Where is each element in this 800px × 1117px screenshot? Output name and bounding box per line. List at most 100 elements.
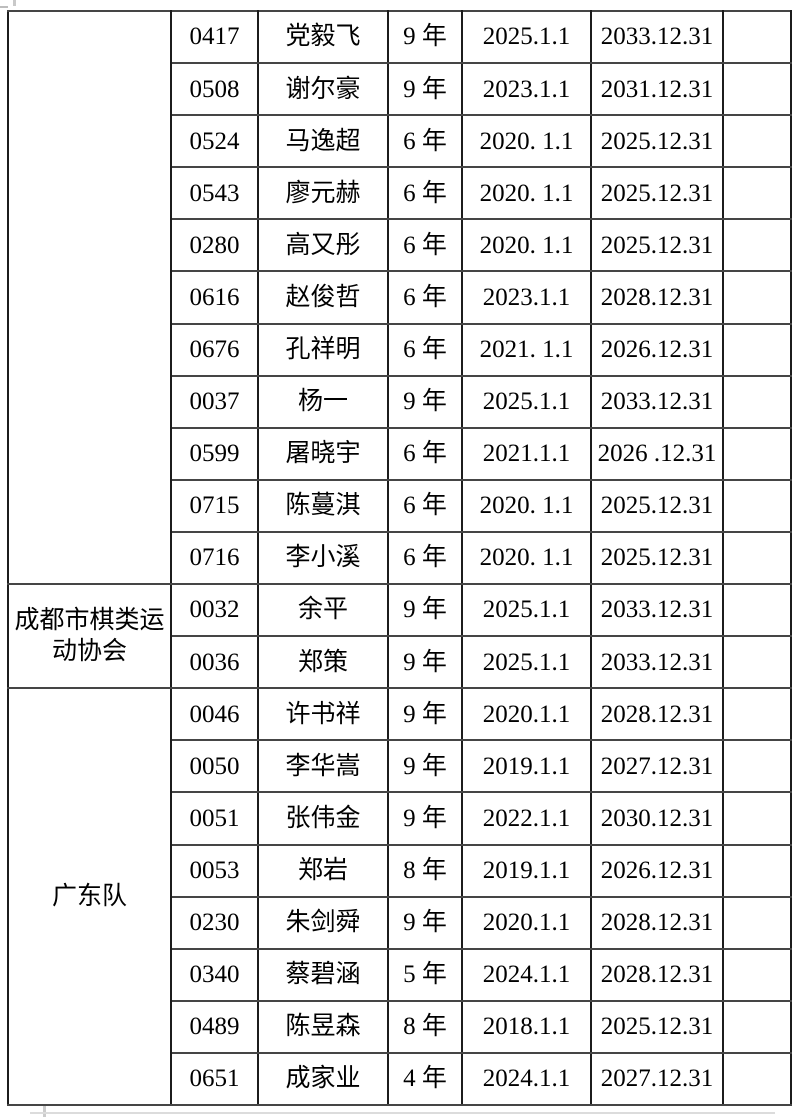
member-name-cell: 余平: [257, 583, 389, 638]
member-name-cell: 谢尔豪: [257, 62, 389, 117]
member-name-cell: 张伟金: [257, 791, 389, 846]
table-row: 0676 孔祥明 6 年 2021. 1.1 2026.12.31: [8, 322, 792, 377]
remark-cell-empty: [722, 9, 792, 65]
remark-cell-empty: [722, 999, 792, 1054]
registration-years-cell: 4 年: [387, 1051, 463, 1107]
member-name-cell: 陈蔓淇: [257, 478, 389, 533]
member-name-cell: 党毅飞: [257, 9, 389, 65]
table-row: 0051 张伟金 9 年 2022.1.1 2030.12.31: [8, 791, 792, 846]
end-date-cell: 2033.12.31: [590, 635, 724, 690]
end-date-cell: 2033.12.31: [590, 374, 724, 429]
member-name-cell: 杨一: [257, 374, 389, 429]
start-date-cell: 2018.1.1: [461, 999, 592, 1054]
member-id-cell: 0051: [170, 791, 259, 846]
table-row: 0340 蔡碧涵 5 年 2024.1.1 2028.12.31: [8, 947, 792, 1002]
registration-years-cell: 9 年: [387, 62, 463, 117]
remark-cell-empty: [722, 791, 792, 846]
member-id-cell: 0037: [170, 374, 259, 429]
remark-cell-empty: [722, 426, 792, 481]
member-name-cell: 马逸超: [257, 114, 389, 169]
end-date-cell: 2025.12.31: [590, 218, 724, 273]
registration-years-cell: 8 年: [387, 999, 463, 1054]
end-date-cell: 2028.12.31: [590, 270, 724, 325]
member-name-cell: 孔祥明: [257, 322, 389, 377]
table-row: 0037 杨一 9 年 2025.1.1 2033.12.31: [8, 374, 792, 429]
start-date-cell: 2021. 1.1: [461, 322, 592, 377]
end-date-cell: 2025.12.31: [590, 166, 724, 221]
member-name-cell: 蔡碧涵: [257, 947, 389, 1002]
end-date-cell: 2028.12.31: [590, 895, 724, 950]
registration-table-body: 0417 党毅飞 9 年 2025.1.1 2033.12.31 0508 谢尔豪 9 年 20…: [7, 9, 792, 1107]
member-name-cell: 成家业: [257, 1051, 389, 1107]
end-date-cell: 2030.12.31: [590, 791, 724, 846]
remark-cell-empty: [722, 583, 792, 638]
table-row: 0716 李小溪 6 年 2020. 1.1 2025.12.31: [8, 530, 792, 586]
remark-cell-empty: [722, 1051, 792, 1107]
end-date-cell: 2025.12.31: [590, 478, 724, 533]
organization-cell: 成都市棋类运动协会: [7, 583, 172, 690]
member-id-cell: 0340: [170, 947, 259, 1002]
page-scan-artifact-top-left-stub: [0, 6, 8, 8]
remark-cell-empty: [722, 895, 792, 950]
member-name-cell: 李华嵩: [257, 739, 389, 794]
start-date-cell: 2022.1.1: [461, 791, 592, 846]
start-date-cell: 2019.1.1: [461, 739, 592, 794]
start-date-cell: 2020. 1.1: [461, 114, 592, 169]
member-id-cell: 0508: [170, 62, 259, 117]
member-id-cell: 0032: [170, 583, 259, 638]
member-id-cell: 0716: [170, 530, 259, 586]
start-date-cell: 2025.1.1: [461, 9, 592, 65]
registration-years-cell: 6 年: [387, 530, 463, 586]
start-date-cell: 2024.1.1: [461, 1051, 592, 1107]
start-date-cell: 2025.1.1: [461, 583, 592, 638]
registration-years-cell: 8 年: [387, 843, 463, 898]
table-row: 0053 郑岩 8 年 2019.1.1 2026.12.31: [8, 843, 792, 898]
registration-years-cell: 6 年: [387, 270, 463, 325]
page-scan-artifact-bottom-tick: [43, 1106, 46, 1117]
page-scan-artifact-bottom-line: [30, 1112, 775, 1114]
registration-years-cell: 6 年: [387, 426, 463, 481]
registration-years-cell: 9 年: [387, 687, 463, 742]
table-row: 0524 马逸超 6 年 2020. 1.1 2025.12.31: [8, 114, 792, 169]
member-name-cell: 郑策: [257, 635, 389, 690]
table-row: 0230 朱剑舜 9 年 2020.1.1 2028.12.31: [8, 895, 792, 950]
member-id-cell: 0050: [170, 739, 259, 794]
member-name-cell: 屠晓宇: [257, 426, 389, 481]
table-row: 0489 陈昱森 8 年 2018.1.1 2025.12.31: [8, 999, 792, 1054]
remark-cell-empty: [722, 114, 792, 169]
remark-cell-empty: [722, 62, 792, 117]
remark-cell-empty: [722, 270, 792, 325]
member-id-cell: 0230: [170, 895, 259, 950]
registration-years-cell: 9 年: [387, 739, 463, 794]
table-row: 0036 郑策 9 年 2025.1.1 2033.12.31: [8, 635, 792, 690]
member-name-cell: 廖元赫: [257, 166, 389, 221]
end-date-cell: 2027.12.31: [590, 1051, 724, 1107]
member-name-cell: 陈昱森: [257, 999, 389, 1054]
registration-years-cell: 6 年: [387, 166, 463, 221]
end-date-cell: 2025.12.31: [590, 530, 724, 586]
end-date-cell: 2027.12.31: [590, 739, 724, 794]
table-row: 0651 成家业 4 年 2024.1.1 2027.12.31: [8, 1051, 792, 1107]
registration-years-cell: 9 年: [387, 791, 463, 846]
member-id-cell: 0046: [170, 687, 259, 742]
member-id-cell: 0651: [170, 1051, 259, 1107]
registration-years-cell: 9 年: [387, 635, 463, 690]
table-row: 0599 屠晓宇 6 年 2021.1.1 2026 .12.31: [8, 426, 792, 481]
table-row: 0280 高又彤 6 年 2020. 1.1 2025.12.31: [8, 218, 792, 273]
organization-cell: 广东队: [7, 687, 172, 1106]
end-date-cell: 2028.12.31: [590, 687, 724, 742]
start-date-cell: 2025.1.1: [461, 635, 592, 690]
table-row: 广东队 0046 许书祥 9 年 2020.1.1 2028.12.31: [7, 687, 792, 1106]
remark-cell-empty: [722, 218, 792, 273]
member-name-cell: 郑岩: [257, 843, 389, 898]
remark-cell-empty: [722, 374, 792, 429]
start-date-cell: 2023.1.1: [461, 270, 592, 325]
start-date-cell: 2020. 1.1: [461, 218, 592, 273]
start-date-cell: 2020. 1.1: [461, 166, 592, 221]
end-date-cell: 2026 .12.31: [590, 426, 724, 481]
remark-cell-empty: [722, 739, 792, 794]
start-date-cell: 2023.1.1: [461, 62, 592, 117]
registration-years-cell: 5 年: [387, 947, 463, 1002]
remark-cell-empty: [722, 166, 792, 221]
